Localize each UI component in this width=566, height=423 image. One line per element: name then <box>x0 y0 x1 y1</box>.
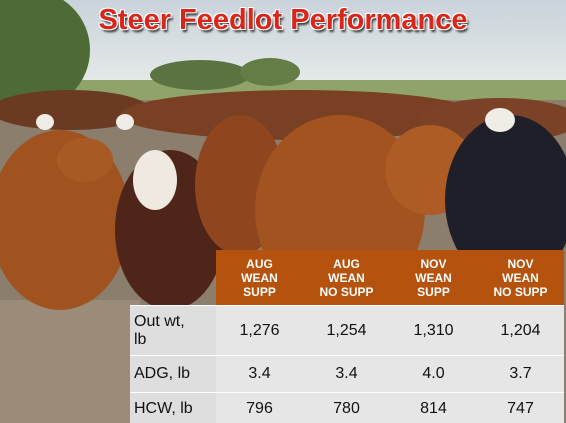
line: WEAN <box>415 270 452 285</box>
cell: 4.0 <box>390 355 477 393</box>
cell-text: 3.7 <box>509 365 532 382</box>
line: NO SUPP <box>319 284 374 299</box>
column-header: AUG WEAN NO SUPP <box>303 250 390 306</box>
cell-text: HCW, lb <box>134 399 193 417</box>
cell-text: 1,276 <box>239 321 280 339</box>
column-header: NOV WEAN NO SUPP <box>477 250 564 306</box>
column-header: NOV WEAN SUPP <box>390 250 477 306</box>
header-row: AUG WEAN SUPP AUG WEAN NO SUPP NOV WEAN SUPP N… <box>130 250 564 306</box>
cell-text: Out wt, lb <box>134 312 185 348</box>
line: WEAN <box>328 270 365 285</box>
cell-text: 1,254 <box>326 321 367 339</box>
cell-text: 796 <box>246 399 273 417</box>
line: NO SUPP <box>493 284 548 299</box>
cell-text: 3.4 <box>248 365 271 382</box>
line: AUG <box>333 256 360 271</box>
line: NOV <box>420 256 447 271</box>
cell: 780 <box>303 392 390 423</box>
cell-text: 1,204 <box>500 321 541 339</box>
cell: 3.4 <box>303 355 390 393</box>
cell: 3.7 <box>477 355 564 393</box>
table-row: ADG, lb 3.4 3.4 4.0 3.7 <box>130 355 564 393</box>
cell-text: 3.4 <box>335 365 358 382</box>
row-label: ADG, lb <box>130 355 216 393</box>
slide-title: Steer Feedlot Performance <box>98 4 468 36</box>
cell: 796 <box>216 392 303 423</box>
cell-text: 4.0 <box>422 365 445 382</box>
row-label: Out wt, lb <box>130 305 216 356</box>
cell: 1,204 <box>477 305 564 356</box>
line: SUPP <box>243 284 276 299</box>
blank-cell <box>130 250 216 306</box>
table-row: HCW, lb 796 780 814 747 <box>130 392 564 423</box>
cell: 814 <box>390 392 477 423</box>
cell: 3.4 <box>216 355 303 393</box>
data-table: AUG WEAN SUPP AUG WEAN NO SUPP NOV WEAN SUPP N… <box>130 250 564 423</box>
line: AUG <box>246 256 273 271</box>
cell-text: 814 <box>420 399 447 417</box>
line: WEAN <box>241 270 278 285</box>
cell-text: ADG, lb <box>134 365 191 382</box>
cell-text: 747 <box>507 399 534 417</box>
cell: 1,254 <box>303 305 390 356</box>
row-label: HCW, lb <box>130 392 216 423</box>
cell-text: 780 <box>333 399 360 417</box>
line: WEAN <box>502 270 539 285</box>
line: SUPP <box>417 284 450 299</box>
cell: 1,276 <box>216 305 303 356</box>
cell: 1,310 <box>390 305 477 356</box>
cell: 747 <box>477 392 564 423</box>
line: NOV <box>507 256 534 271</box>
column-header: AUG WEAN SUPP <box>216 250 303 306</box>
table-row: Out wt, lb 1,276 1,254 1,310 1,204 <box>130 305 564 356</box>
cell-text: 1,310 <box>413 321 454 339</box>
